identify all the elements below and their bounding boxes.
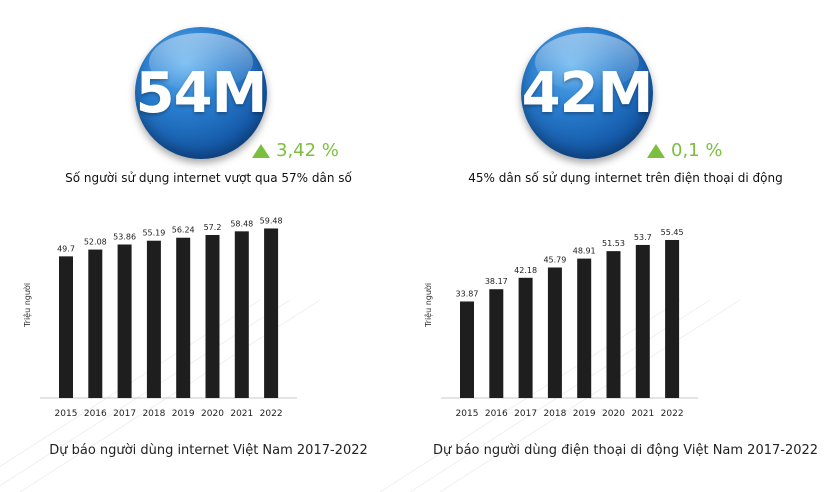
bar-2019 bbox=[577, 258, 592, 398]
data-label-2020: 51.53 bbox=[602, 239, 625, 248]
growth-value: 3,42 % bbox=[276, 140, 339, 161]
growth-value: 0,1 % bbox=[671, 140, 723, 161]
stat-circle: 54M bbox=[135, 27, 267, 159]
internet-users-bar-chart: Triệu người 49.7 2015 52.08 2016 53.86 2017 55.… bbox=[22, 216, 298, 419]
data-label-2022: 59.48 bbox=[260, 216, 283, 225]
x-tick-2015: 2015 bbox=[55, 409, 78, 419]
stat-circle: 42M bbox=[521, 27, 653, 159]
x-tick-2017: 2017 bbox=[113, 409, 136, 419]
panel-internet-users: 54M 3,42 % Số người sử dụng internet vượ… bbox=[22, 27, 368, 458]
bar-2016 bbox=[489, 289, 504, 398]
x-tick-2018: 2018 bbox=[543, 409, 566, 419]
up-triangle-icon bbox=[252, 143, 270, 158]
x-tick-2016: 2016 bbox=[84, 409, 107, 419]
bar-2017 bbox=[117, 244, 132, 398]
bar-2021 bbox=[234, 231, 249, 398]
x-tick-2015: 2015 bbox=[456, 409, 479, 419]
chart-title: Dự báo người dùng internet Việt Nam 2017… bbox=[49, 443, 368, 458]
data-label-2017: 42.18 bbox=[514, 266, 537, 275]
data-label-2020: 57.2 bbox=[204, 223, 222, 232]
bar-2020 bbox=[205, 234, 220, 398]
stat-caption: Số người sử dụng internet vượt qua 57% d… bbox=[65, 171, 352, 185]
data-label-2016: 38.17 bbox=[485, 277, 508, 286]
x-tick-2021: 2021 bbox=[631, 409, 654, 419]
x-tick-2021: 2021 bbox=[230, 409, 253, 419]
stat-value: 54M bbox=[135, 60, 268, 126]
bar-2017 bbox=[518, 277, 533, 398]
y-axis-label: Triệu người bbox=[22, 283, 32, 328]
data-label-2017: 53.86 bbox=[113, 232, 136, 241]
x-tick-2020: 2020 bbox=[201, 409, 224, 419]
bar-2018 bbox=[146, 240, 161, 398]
x-tick-2022: 2022 bbox=[260, 409, 283, 419]
panel-mobile-users: 42M 0,1 % 45% dân số sử dụng internet tr… bbox=[417, 0, 834, 492]
growth-indicator: 0,1 % bbox=[647, 140, 722, 161]
data-label-2021: 58.48 bbox=[230, 219, 253, 228]
bar-2022 bbox=[665, 239, 680, 398]
data-label-2016: 52.08 bbox=[84, 238, 107, 247]
up-triangle-icon bbox=[647, 143, 665, 158]
data-label-2019: 48.91 bbox=[573, 247, 596, 256]
x-tick-2018: 2018 bbox=[142, 409, 165, 419]
x-tick-2016: 2016 bbox=[485, 409, 508, 419]
growth-indicator: 3,42 % bbox=[252, 140, 339, 161]
data-label-2015: 49.7 bbox=[57, 244, 75, 253]
mobile-users-bar-chart: Triệu người 33.87 2015 38.17 2016 42.18 2017 45… bbox=[423, 228, 699, 419]
x-tick-2022: 2022 bbox=[661, 409, 684, 419]
x-tick-2019: 2019 bbox=[573, 409, 596, 419]
data-label-2018: 55.19 bbox=[142, 229, 165, 238]
chart-title: Dự báo người dùng điện thoại di động Việ… bbox=[432, 443, 819, 458]
data-label-2021: 53.7 bbox=[634, 233, 652, 242]
bar-2020 bbox=[606, 251, 621, 398]
bar-2019 bbox=[176, 237, 191, 398]
data-label-2022: 55.45 bbox=[661, 228, 684, 237]
x-tick-2017: 2017 bbox=[514, 409, 537, 419]
x-tick-2019: 2019 bbox=[172, 409, 195, 419]
y-axis-label: Triệu người bbox=[423, 283, 433, 328]
bar-2021 bbox=[635, 244, 650, 398]
bar-2015 bbox=[460, 301, 474, 398]
bar-2022 bbox=[264, 228, 279, 398]
bar-2015 bbox=[59, 256, 73, 398]
data-label-2015: 33.87 bbox=[456, 289, 479, 298]
stat-value: 42M bbox=[521, 60, 654, 126]
data-label-2018: 45.79 bbox=[543, 255, 566, 264]
bar-2018 bbox=[547, 267, 562, 398]
x-tick-2020: 2020 bbox=[602, 409, 625, 419]
bar-2016 bbox=[88, 249, 103, 398]
stat-caption: 45% dân số sử dụng internet trên điện th… bbox=[468, 171, 783, 185]
data-label-2019: 56.24 bbox=[172, 226, 195, 235]
